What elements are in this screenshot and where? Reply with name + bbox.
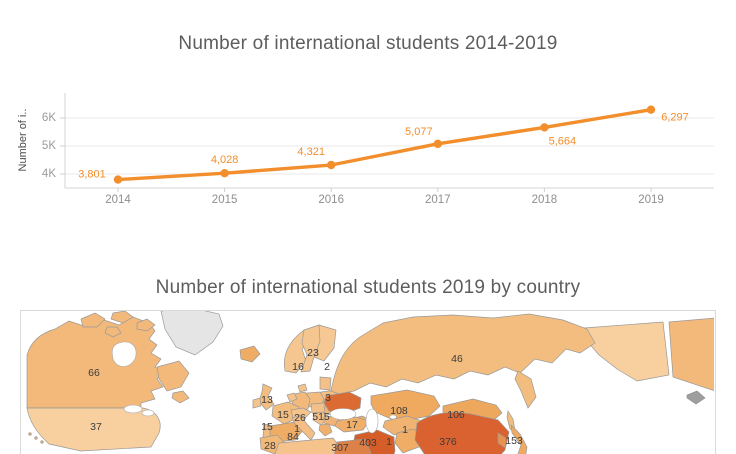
country-canada-arctic-island[interactable]: [80, 312, 106, 328]
country-ireland[interactable]: [252, 397, 262, 409]
country-canada-arctic-island[interactable]: [104, 326, 122, 338]
point-value-label: 4,028: [211, 154, 239, 166]
black-sea: [329, 408, 357, 420]
data-point-2019[interactable]: [646, 105, 656, 114]
great-lakes: [123, 404, 143, 414]
country-korea[interactable]: [497, 432, 507, 449]
country-japan[interactable]: [510, 424, 528, 454]
country-greece[interactable]: [318, 423, 333, 437]
world-map[interactable]: 66 37 46 23 16 2 13 3 15 26 515 15 1 17 84 28 307 403 1 1 10…: [20, 310, 716, 454]
data-point-2016[interactable]: [327, 160, 336, 170]
x-tick-label: 2017: [425, 194, 451, 206]
country-turkey[interactable]: [334, 416, 370, 433]
country-baltics[interactable]: [319, 376, 332, 391]
line-chart[interactable]: 4K 5K 6K Number of i.. 2014 2015 2016 2017 2018 2…: [0, 85, 736, 215]
country-russia[interactable]: [330, 313, 596, 395]
country-canada-newfoundland[interactable]: [171, 390, 190, 404]
y-axis-title: Number of i..: [17, 109, 29, 172]
x-tick-label: 2016: [318, 194, 344, 206]
y-tick-label: 6K: [42, 112, 56, 124]
country-usa-hawaii[interactable]: [28, 432, 32, 436]
point-value-label: 5,077: [405, 126, 433, 138]
x-tick-label: 2019: [638, 194, 664, 206]
caspian-sea: [365, 408, 379, 434]
country-greenland[interactable]: [160, 311, 224, 356]
map-title: Number of international students 2019 by…: [155, 277, 581, 298]
country-usa-alaska[interactable]: [583, 321, 670, 382]
point-value-label: 3,801: [78, 169, 106, 181]
country-denmark[interactable]: [297, 383, 308, 393]
y-tick-label: 5K: [42, 140, 56, 152]
country-algeria-libya[interactable]: [273, 437, 340, 454]
x-tick-label: 2015: [212, 194, 238, 206]
x-tick-label: 2014: [105, 194, 131, 206]
y-tick-label: 4K: [42, 168, 56, 180]
country-united-kingdom[interactable]: [258, 383, 275, 411]
trend-line[interactable]: [116, 107, 653, 182]
line-chart-svg[interactable]: 4K 5K 6K Number of i.. 2014 2015 2016 2017 2018 2…: [0, 85, 736, 215]
data-point-2018[interactable]: [540, 123, 549, 132]
aral-sea: [389, 414, 397, 420]
point-value-label: 5,664: [549, 135, 577, 147]
country-russia-kamchatka[interactable]: [514, 370, 537, 409]
country-canada-labrador[interactable]: [156, 360, 190, 392]
country-usa-hawaii[interactable]: [40, 440, 44, 444]
country-kazakhstan[interactable]: [370, 389, 441, 423]
country-china[interactable]: [414, 412, 510, 454]
country-canada-wrap[interactable]: [668, 317, 714, 392]
point-value-label: 6,297: [661, 112, 689, 124]
country-alpine[interactable]: [290, 407, 312, 419]
data-point-2014[interactable]: [113, 175, 123, 184]
country-finland[interactable]: [313, 324, 337, 362]
great-lakes: [141, 409, 155, 417]
country-benelux[interactable]: [286, 392, 298, 403]
data-point-2015[interactable]: [220, 169, 229, 178]
hudson-bay: [111, 341, 137, 367]
country-usa-hawaii[interactable]: [34, 436, 38, 440]
coast-range-gray: [686, 390, 706, 405]
country-italy[interactable]: [291, 414, 316, 441]
data-point-2017[interactable]: [433, 139, 442, 149]
x-tick-label: 2018: [532, 194, 558, 206]
country-canada-arctic-island[interactable]: [136, 318, 156, 332]
point-value-label: 4,321: [297, 146, 325, 158]
country-iceland[interactable]: [239, 345, 261, 363]
country-canada-arctic-island[interactable]: [110, 311, 134, 324]
line-chart-title: Number of international students 2014-20…: [178, 33, 558, 54]
country-egypt[interactable]: [333, 438, 372, 454]
country-usa[interactable]: [26, 407, 161, 452]
